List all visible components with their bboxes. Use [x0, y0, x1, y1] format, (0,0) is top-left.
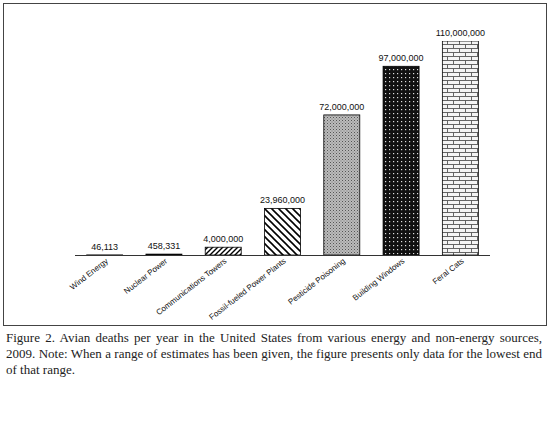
- caption: Figure 2. Avian deaths per year in the U…: [6, 330, 542, 378]
- data-label: 4,000,000: [203, 234, 243, 244]
- category-label: Fossil-fueled Power Plants: [208, 256, 288, 321]
- bar: [146, 254, 182, 255]
- category-label: Pesticide Poisoning: [286, 256, 347, 306]
- data-label: 23,960,000: [260, 195, 305, 205]
- category-label: Nuclear Power: [122, 256, 169, 296]
- bars: [87, 41, 479, 255]
- bar: [205, 247, 241, 255]
- data-label: 458,331: [148, 241, 181, 251]
- bar: [383, 66, 419, 255]
- data-label: 110,000,000: [436, 28, 485, 38]
- bar: [87, 254, 123, 255]
- labels: 46,113 Wind Energy 458,331 Nuclear Power 4,0…: [68, 28, 485, 322]
- frame: [4, 4, 547, 326]
- data-label: 72,000,000: [319, 102, 364, 112]
- category-label: Wind Energy: [68, 256, 110, 291]
- bar: [324, 115, 360, 255]
- baseline: [75, 255, 490, 256]
- bar: [442, 41, 478, 255]
- category-label: Feral Cats: [431, 256, 466, 286]
- data-label: 97,000,000: [379, 53, 424, 63]
- category-label: Building Windows: [351, 256, 406, 302]
- data-label: 46,113: [91, 242, 118, 252]
- bar: [265, 208, 301, 255]
